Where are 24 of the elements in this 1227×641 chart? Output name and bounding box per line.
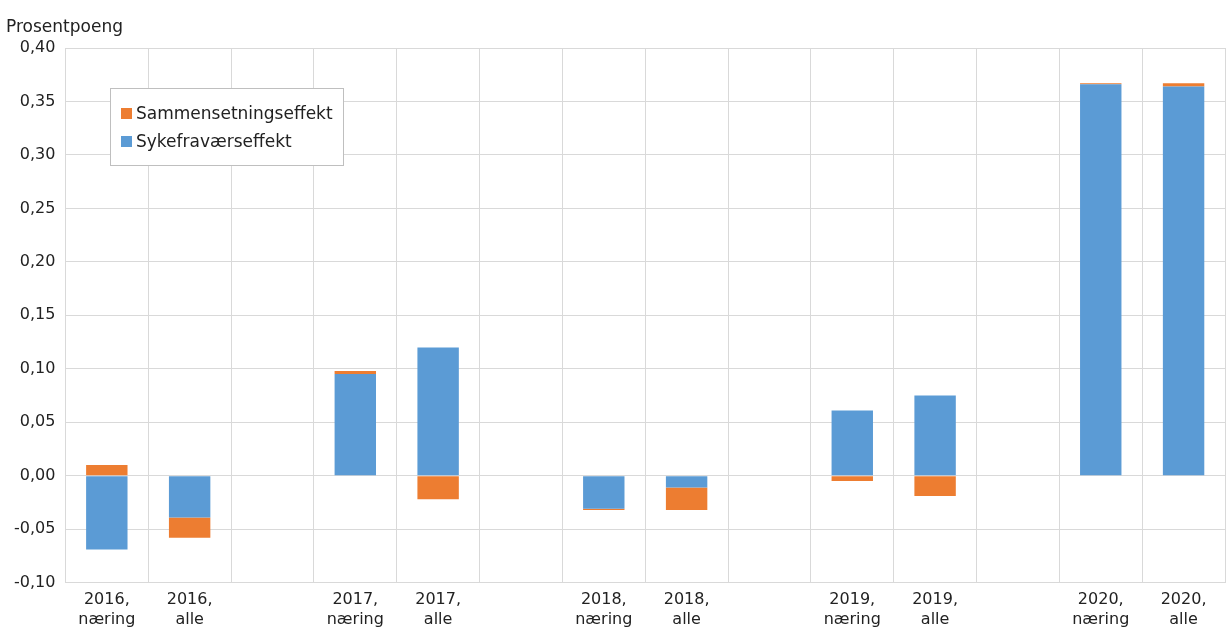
y-tick-label: 0,25: [19, 197, 56, 217]
x-tick-label: 2020, næring: [1072, 589, 1130, 628]
x-tick-label: 2016, næring: [78, 589, 136, 628]
x-tick-label: 2016, alle: [166, 589, 213, 628]
legend-label: Sykefraværseffekt: [136, 131, 292, 151]
x-tick-label: 2017, næring: [326, 589, 384, 628]
y-tick-label: -0,05: [13, 518, 56, 538]
y-axis-title: Prosentpoeng: [6, 16, 123, 36]
x-tick-label: 2018, alle: [663, 589, 710, 628]
y-tick-label: 0,30: [19, 144, 56, 164]
x-tick-label: 2018, næring: [575, 589, 633, 628]
y-tick-label: 0,35: [19, 90, 56, 110]
y-tick-label: 0,15: [19, 304, 56, 324]
legend-label: Sammensetningseffekt: [136, 103, 333, 123]
y-tick-label: 0,40: [19, 37, 56, 57]
x-tick-label: 2019, alle: [912, 589, 959, 628]
x-tick-label: 2019, næring: [823, 589, 881, 628]
y-tick-label: 0,00: [19, 464, 56, 484]
x-tick-label: 2017, alle: [415, 589, 462, 628]
y-tick-label: 0,05: [19, 411, 56, 431]
y-tick-label: 0,20: [19, 251, 56, 270]
x-tick-label: 2020, alle: [1160, 589, 1207, 628]
y-tick-label: -0,10: [13, 571, 56, 591]
y-tick-label: 0,10: [19, 357, 56, 377]
